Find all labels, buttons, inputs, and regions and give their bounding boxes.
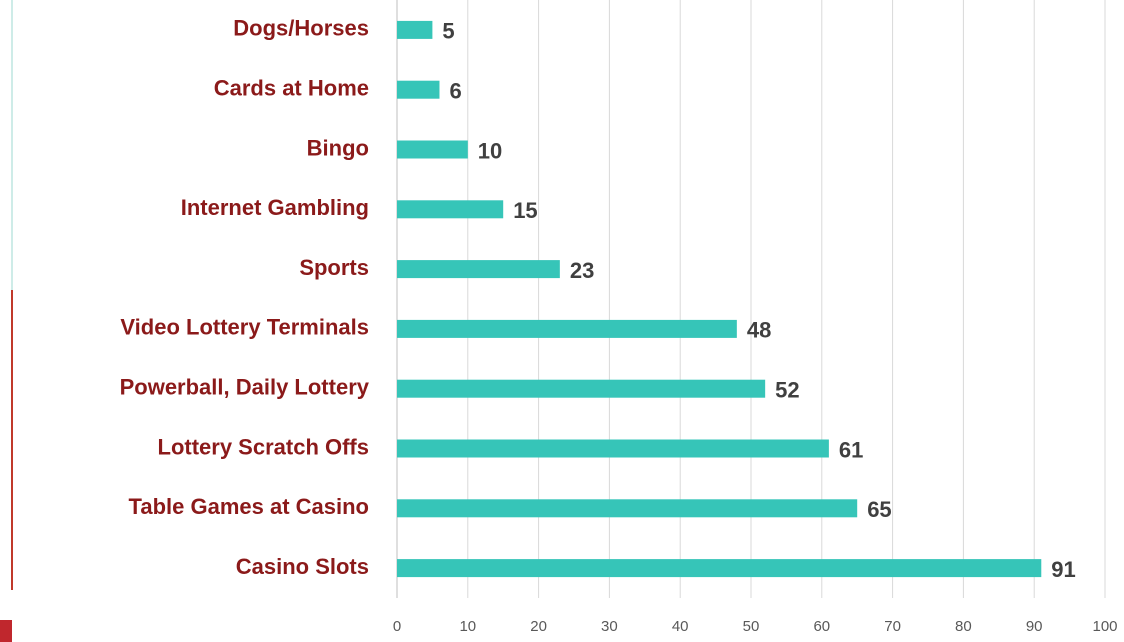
- x-tick-label: 20: [530, 618, 547, 635]
- value-label: 61: [839, 437, 863, 462]
- value-label: 65: [867, 497, 891, 522]
- value-label: 10: [478, 138, 502, 163]
- bar: [397, 319, 737, 338]
- x-tick-label: 30: [601, 618, 618, 635]
- x-tick-label: 90: [1026, 618, 1043, 635]
- y-tick-label: Casino Slots: [236, 554, 369, 579]
- y-tick-label: Video Lottery Terminals: [120, 315, 369, 340]
- y-tick-label: Table Games at Casino: [129, 494, 369, 519]
- value-label: 15: [513, 198, 537, 223]
- y-tick-label: Powerball, Daily Lottery: [120, 375, 370, 400]
- value-label: 52: [775, 378, 799, 403]
- bar: [397, 80, 440, 99]
- x-tick-label: 100: [1092, 618, 1117, 635]
- x-tick-label: 0: [393, 618, 401, 635]
- bar: [397, 439, 829, 458]
- y-tick-label: Dogs/Horses: [233, 16, 369, 41]
- bar: [397, 140, 468, 159]
- x-tick-label: 70: [884, 618, 901, 635]
- y-tick-label: Internet Gambling: [181, 195, 369, 220]
- x-tick-label: 50: [743, 618, 760, 635]
- y-tick-label: Sports: [299, 255, 369, 280]
- value-label: 48: [747, 318, 771, 343]
- value-label: 23: [570, 258, 594, 283]
- value-label: 6: [449, 79, 461, 104]
- frame-block: [0, 620, 12, 642]
- x-tick-label: 10: [459, 618, 476, 635]
- bar: [397, 20, 433, 39]
- x-tick-label: 60: [813, 618, 830, 635]
- x-tick-label: 80: [955, 618, 972, 635]
- value-label: 5: [442, 19, 454, 44]
- y-tick-label: Cards at Home: [214, 76, 369, 101]
- bar: [397, 200, 504, 219]
- y-tick-label: Lottery Scratch Offs: [158, 434, 370, 459]
- bar: [397, 559, 1042, 578]
- x-tick-label: 40: [672, 618, 689, 635]
- bar: [397, 499, 858, 518]
- bar: [397, 379, 766, 398]
- bar: [397, 260, 560, 279]
- y-tick-label: Bingo: [307, 135, 369, 160]
- value-label: 91: [1051, 557, 1075, 582]
